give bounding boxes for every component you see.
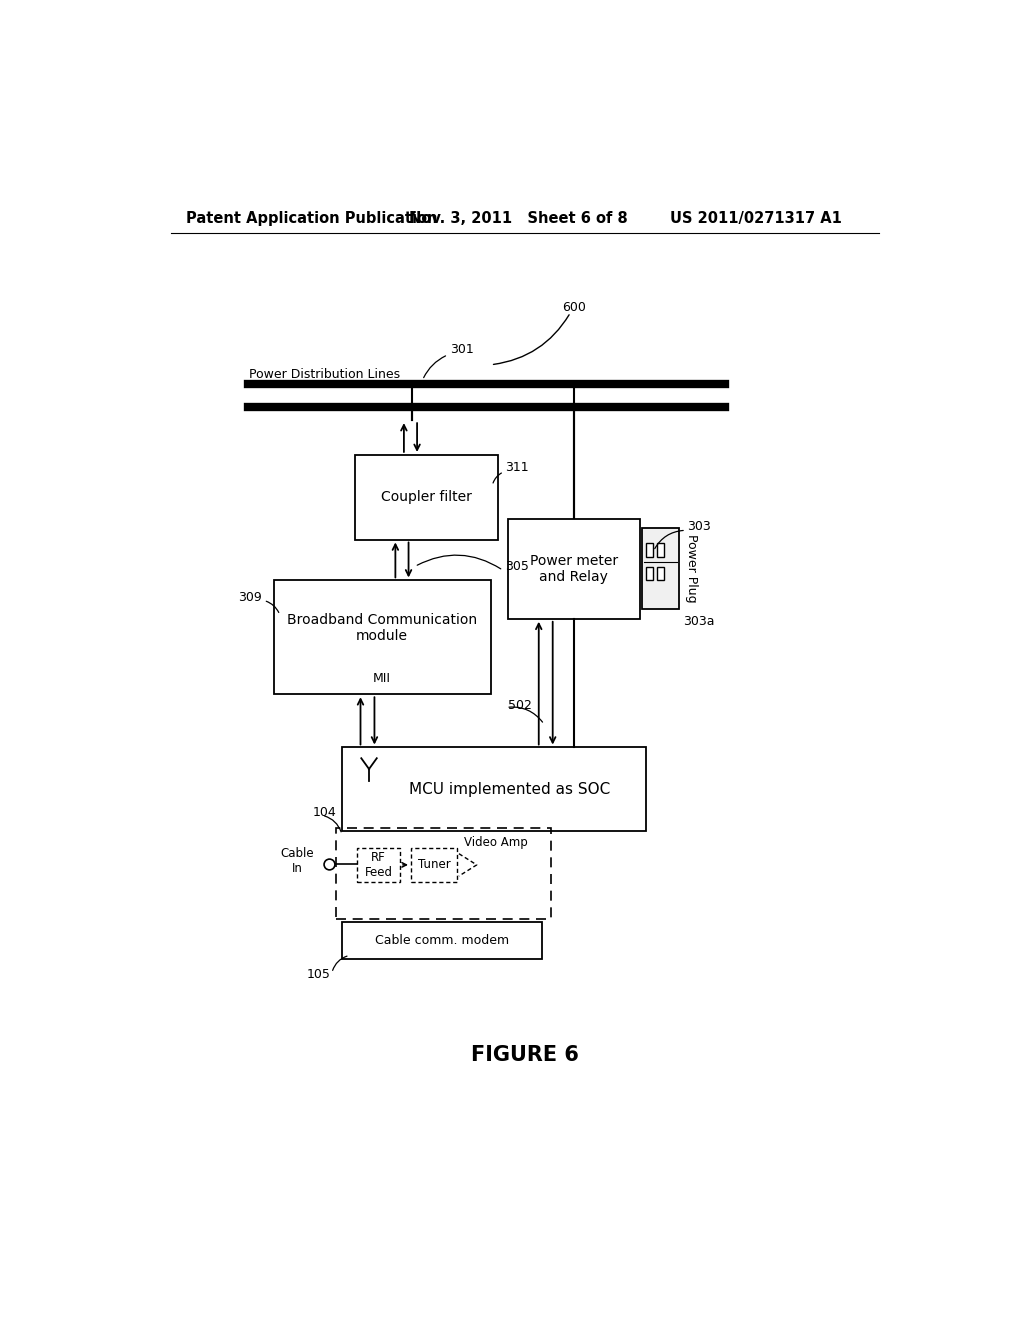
Text: 105: 105 — [306, 968, 331, 981]
Text: MCU implemented as SOC: MCU implemented as SOC — [409, 781, 610, 796]
Text: Broadband Communication
module: Broadband Communication module — [287, 612, 477, 643]
Text: Power meter
and Relay: Power meter and Relay — [529, 553, 617, 583]
Bar — [657, 566, 665, 581]
Text: RF
Feed: RF Feed — [365, 851, 393, 879]
Bar — [642, 528, 679, 609]
Text: Cable
In: Cable In — [281, 847, 313, 875]
Bar — [336, 829, 551, 919]
Text: Cable comm. modem: Cable comm. modem — [375, 935, 509, 948]
Text: Tuner: Tuner — [418, 858, 451, 871]
Text: 311: 311 — [505, 461, 528, 474]
Bar — [355, 455, 499, 540]
Text: Nov. 3, 2011   Sheet 6 of 8: Nov. 3, 2011 Sheet 6 of 8 — [410, 211, 628, 226]
Text: Power Plug: Power Plug — [685, 535, 698, 603]
FancyArrowPatch shape — [654, 531, 683, 549]
FancyArrowPatch shape — [424, 356, 445, 378]
Text: US 2011/0271317 A1: US 2011/0271317 A1 — [671, 211, 843, 226]
Bar — [357, 847, 400, 882]
Text: 600: 600 — [562, 301, 586, 314]
FancyArrowPatch shape — [417, 556, 501, 569]
Bar — [646, 544, 653, 557]
Text: Coupler filter: Coupler filter — [381, 490, 472, 504]
Text: Video Amp: Video Amp — [464, 836, 528, 849]
Text: 309: 309 — [239, 591, 262, 603]
FancyArrowPatch shape — [509, 708, 543, 722]
Text: MII: MII — [373, 672, 391, 685]
FancyArrowPatch shape — [266, 601, 279, 612]
Bar — [342, 747, 646, 830]
Text: 301: 301 — [450, 343, 473, 356]
Bar — [646, 566, 653, 581]
Bar — [508, 519, 640, 619]
Text: FIGURE 6: FIGURE 6 — [471, 1045, 579, 1065]
Bar — [411, 847, 458, 882]
FancyArrowPatch shape — [493, 473, 502, 483]
Bar — [273, 581, 490, 694]
Text: 303a: 303a — [683, 615, 715, 628]
Text: 303: 303 — [687, 520, 712, 533]
Text: 502: 502 — [508, 698, 531, 711]
Text: 305: 305 — [505, 560, 528, 573]
Text: 104: 104 — [312, 807, 336, 820]
Text: Patent Application Publication: Patent Application Publication — [186, 211, 437, 226]
Bar — [657, 544, 665, 557]
FancyArrowPatch shape — [494, 314, 569, 364]
FancyArrowPatch shape — [325, 816, 341, 832]
FancyArrowPatch shape — [333, 956, 347, 970]
Text: Power Distribution Lines: Power Distribution Lines — [249, 367, 399, 380]
Bar — [342, 923, 542, 960]
